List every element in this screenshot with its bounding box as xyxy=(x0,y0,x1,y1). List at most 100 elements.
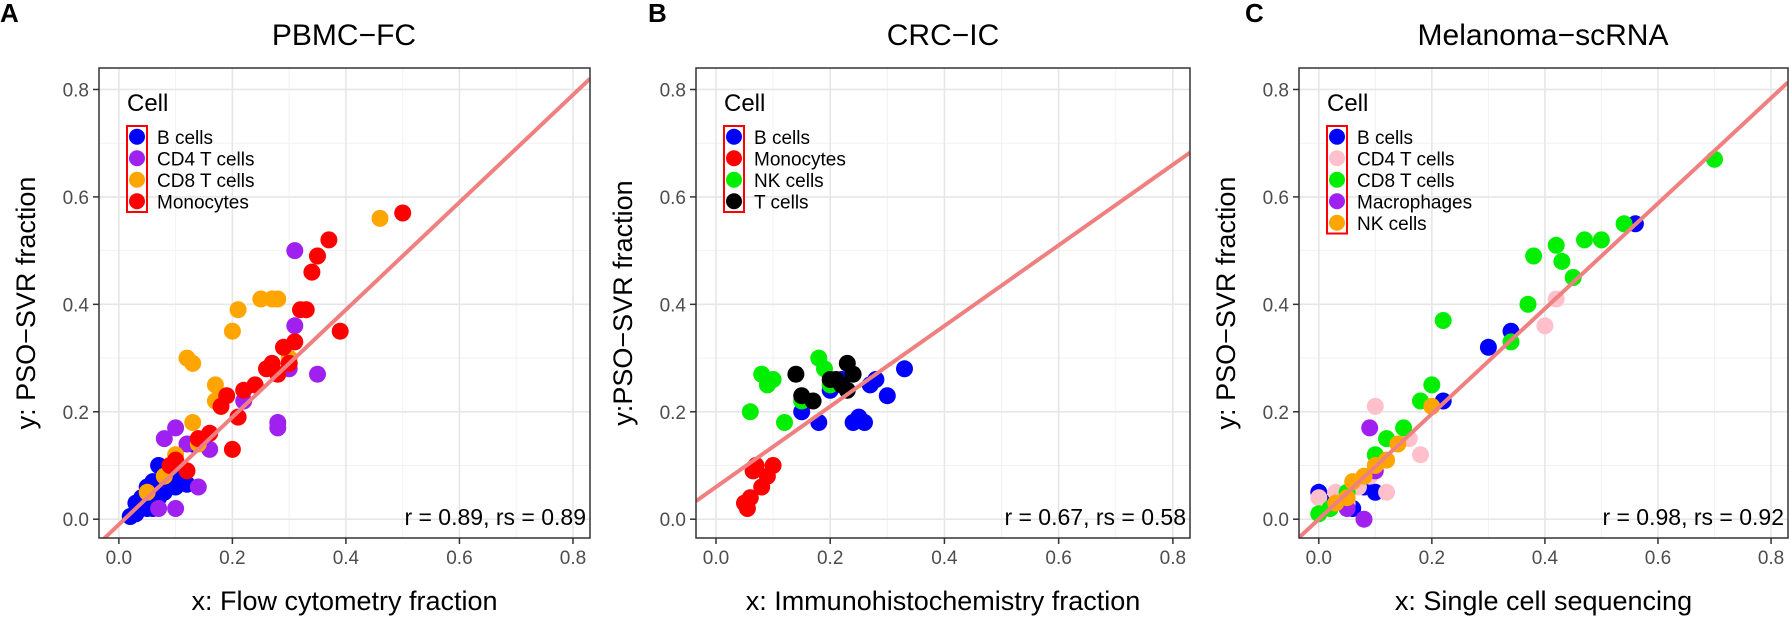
point-b-cells xyxy=(1479,338,1497,356)
legend-label: CD4 T cells xyxy=(1357,149,1455,170)
gridlines xyxy=(99,68,590,538)
chart-title: PBMC−FC xyxy=(272,19,416,52)
point-cd8-t-cells xyxy=(1564,269,1582,286)
x-tick-label: 0.6 xyxy=(446,548,472,569)
point-monocytes xyxy=(297,301,315,319)
legend-label: CD4 T cells xyxy=(157,149,255,170)
x-tick-label: 0.0 xyxy=(106,548,132,569)
point-t-cells xyxy=(838,354,856,372)
point-monocytes xyxy=(320,231,338,249)
point-b-cells xyxy=(896,360,913,378)
point-cd8-t-cells xyxy=(1592,231,1610,249)
legend-label: NK cells xyxy=(754,171,824,192)
y-tick-label: 0.6 xyxy=(660,188,686,209)
point-cd4-t-cells xyxy=(189,478,207,496)
panel-c: 0.0 0.2 0.4 0.6 0.8 0.0 0.2 0.4 0.6 0.8 Melanoma−s… xyxy=(1211,0,1789,616)
point-monocytes xyxy=(223,440,241,458)
correlation-annotation: r = 0.89, rs = 0.89 xyxy=(404,504,586,530)
point-cd8-t-cells xyxy=(1525,247,1543,265)
point-cd4-t-cells xyxy=(309,365,326,383)
point-monocytes xyxy=(303,263,321,281)
fit-line xyxy=(696,150,1190,503)
x-tick-label: 0.0 xyxy=(703,548,729,569)
y-tick-label: 0.2 xyxy=(63,403,89,424)
point-monocytes xyxy=(764,457,782,474)
legend-key-nk-cells xyxy=(726,171,742,188)
x-tick-label: 0.2 xyxy=(1419,548,1445,569)
x-tick-label: 0.6 xyxy=(1645,548,1671,569)
legend-title: Cell xyxy=(127,90,168,117)
legend-key-nk-cells xyxy=(1329,214,1345,231)
legend-key-b-cells xyxy=(1329,128,1345,145)
legend-label: B cells xyxy=(754,128,810,149)
point-nk-cells xyxy=(764,371,782,388)
data-points xyxy=(1299,80,1788,538)
panel-letter: A xyxy=(0,0,19,28)
point-cd8-t-cells xyxy=(138,483,156,501)
chart-title: CRC−IC xyxy=(887,19,1000,52)
panel-letter: B xyxy=(648,0,667,28)
point-cd8-t-cells xyxy=(206,376,224,394)
x-tick-label: 0.2 xyxy=(219,548,245,569)
point-t-cells xyxy=(787,365,805,383)
gridlines xyxy=(696,68,1190,538)
point-cd8-t-cells xyxy=(1434,312,1452,329)
correlation-annotation: r = 0.67, rs = 0.58 xyxy=(1004,504,1186,530)
legend-label: Monocytes xyxy=(754,149,846,170)
x-tick-label: 0.8 xyxy=(560,548,586,569)
point-macrophages xyxy=(1355,510,1373,528)
panel-letter: C xyxy=(1245,0,1264,28)
legend-label: B cells xyxy=(1357,128,1413,149)
x-tick-label: 0.4 xyxy=(333,548,360,569)
point-monocytes xyxy=(201,424,219,442)
legend-label: NK cells xyxy=(1357,214,1427,235)
point-monocytes xyxy=(218,387,236,405)
point-cd4-t-cells xyxy=(1378,483,1396,501)
point-cd8-t-cells xyxy=(223,322,241,340)
point-monocytes xyxy=(229,408,247,426)
legend-key-box xyxy=(126,125,148,213)
point-b-cells xyxy=(856,414,873,431)
point-cd8-t-cells xyxy=(1553,252,1571,270)
data-points xyxy=(101,77,590,538)
x-tick-label: 0.2 xyxy=(817,548,843,569)
point-cd4-t-cells xyxy=(286,317,304,335)
x-tick-label: 0.4 xyxy=(1532,548,1559,569)
point-cd4-t-cells xyxy=(286,242,304,260)
point-cd8-t-cells xyxy=(1395,419,1413,437)
y-tick-label: 0.8 xyxy=(63,80,89,101)
legend-key-box xyxy=(1326,125,1348,235)
point-cd8-t-cells xyxy=(184,354,202,372)
point-cd4-t-cells xyxy=(155,430,173,448)
point-cd8-t-cells xyxy=(1547,236,1565,254)
panel-b: 0.0 0.2 0.4 0.6 0.8 0.0 0.2 0.4 0.6 0.8 CRC−IC Bx: … xyxy=(608,0,1191,616)
legend-key-b-cells xyxy=(726,128,742,145)
data-points xyxy=(696,150,1190,517)
point-cd4-t-cells xyxy=(1412,446,1429,464)
y-tick-label: 0.4 xyxy=(660,295,687,316)
y-axis-label: y: PSO−SVR fraction xyxy=(1211,177,1241,430)
legend-key-monocytes xyxy=(129,193,145,210)
point-nk-cells xyxy=(741,403,759,421)
legend-key-cd8-t-cells xyxy=(1329,171,1345,188)
point-cd4-t-cells xyxy=(167,419,185,437)
fit-line xyxy=(101,77,590,538)
point-cd8-t-cells xyxy=(229,301,247,319)
y-tick-label: 0.4 xyxy=(63,295,90,316)
y-tick-label: 0.4 xyxy=(1263,295,1290,316)
point-cd8-t-cells xyxy=(1615,215,1633,233)
legend-title: Cell xyxy=(1327,90,1368,117)
point-t-cells xyxy=(838,381,856,399)
x-axis-label: x: Immunohistochemistry fraction xyxy=(746,586,1141,616)
legend-label: Monocytes xyxy=(157,192,249,213)
legend-key-cd4-t-cells xyxy=(1329,150,1345,167)
panel-border xyxy=(695,67,1191,539)
point-cd4-t-cells xyxy=(1536,317,1554,335)
y-tick-label: 0.8 xyxy=(660,80,686,101)
point-cd8-t-cells xyxy=(184,414,202,431)
point-t-cells xyxy=(804,392,822,410)
panel-a: 0.0 0.2 0.4 0.6 0.8 0.0 0.2 0.4 0.6 0.8 PBMC−FC Ax:… xyxy=(0,0,591,616)
legend-label: CD8 T cells xyxy=(157,171,255,192)
